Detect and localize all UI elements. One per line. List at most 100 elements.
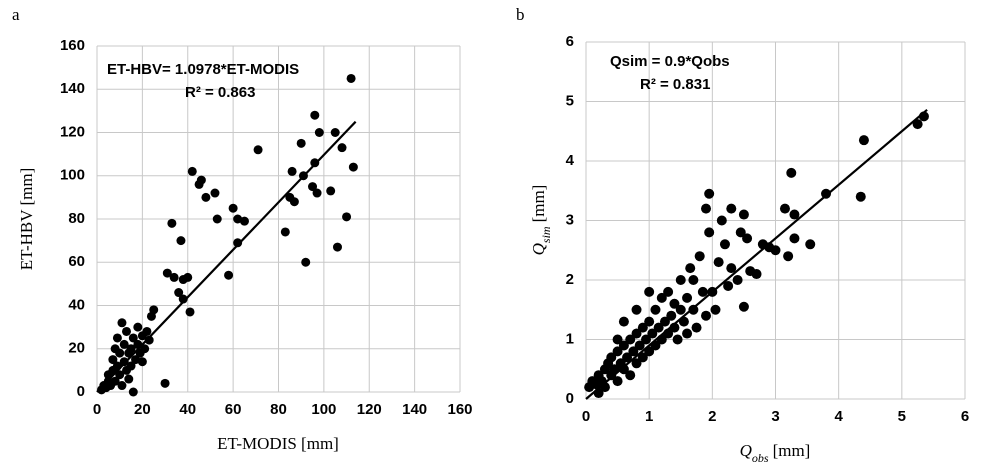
x-tick-label: 120	[357, 401, 382, 418]
point	[187, 166, 197, 176]
point	[308, 182, 318, 192]
x-tick-label: 20	[134, 401, 151, 418]
point	[710, 304, 721, 315]
point	[110, 376, 120, 386]
point	[719, 239, 730, 250]
point	[253, 145, 263, 155]
point	[233, 214, 243, 224]
y-tick-label: 120	[60, 123, 85, 140]
point	[162, 268, 172, 278]
point	[606, 352, 617, 363]
x-tick-label: 4	[834, 408, 843, 425]
point	[612, 346, 623, 357]
point	[169, 272, 179, 282]
point	[348, 162, 358, 172]
point	[738, 209, 749, 220]
point	[716, 215, 727, 226]
point	[201, 192, 211, 202]
y-tick-label: 160	[60, 37, 85, 54]
x-tick-label: 6	[961, 408, 969, 425]
point	[115, 348, 125, 358]
axis-unit: [mm]	[773, 441, 811, 460]
y-tick-label: 140	[60, 80, 85, 97]
point	[128, 333, 138, 343]
point	[666, 310, 677, 321]
point	[634, 340, 645, 351]
point	[675, 304, 686, 315]
point	[726, 203, 737, 214]
point	[738, 301, 749, 312]
x-tick-label: 5	[898, 408, 906, 425]
point	[682, 292, 693, 303]
point	[751, 269, 762, 280]
point	[641, 334, 652, 345]
x-tick-label: 80	[270, 401, 287, 418]
point	[196, 175, 206, 185]
point	[342, 212, 352, 222]
point	[663, 286, 674, 297]
point	[858, 135, 869, 146]
point	[126, 344, 136, 354]
axis-symbol: Q	[529, 243, 548, 255]
y-tick-label: 60	[68, 253, 85, 270]
x-tick-label: 0	[582, 408, 590, 425]
point	[119, 339, 129, 349]
point	[726, 263, 737, 274]
point	[124, 374, 134, 384]
x-axis-label: ET-MODIS [mm]	[217, 434, 339, 453]
point	[653, 322, 664, 333]
point	[612, 334, 623, 345]
point	[618, 340, 629, 351]
point	[618, 364, 629, 375]
point	[233, 238, 243, 248]
y-tick-label: 1	[566, 330, 574, 347]
point	[723, 280, 734, 291]
point	[688, 275, 699, 285]
point	[770, 245, 781, 256]
point	[301, 257, 311, 267]
y-tick-label: 80	[68, 210, 85, 227]
point	[121, 326, 131, 336]
point	[126, 361, 136, 371]
point	[133, 322, 143, 332]
point	[312, 188, 322, 198]
panel-label: b	[516, 5, 525, 24]
point	[713, 257, 724, 268]
panel-label: a	[12, 5, 20, 24]
point	[644, 286, 655, 297]
panel: b 0 1 2 3 4 5 6 0 1 2 3 4 5 6 Qobs [mm] Qsim [mm] Qsim = 0.…	[516, 5, 969, 462]
point	[119, 357, 129, 367]
point	[631, 304, 642, 315]
point	[701, 310, 712, 321]
point	[628, 346, 639, 357]
x-tick-label: 1	[645, 408, 653, 425]
point	[228, 203, 238, 213]
axis-unit: [mm]	[529, 185, 548, 223]
annotation: R² = 0.863	[185, 84, 255, 101]
y-tick-label: 0	[77, 383, 85, 400]
point	[783, 251, 794, 262]
y-tick-label: 5	[566, 92, 574, 109]
point	[789, 209, 800, 220]
point	[694, 251, 705, 262]
point	[675, 275, 686, 285]
point	[176, 236, 186, 246]
point	[697, 286, 708, 297]
point	[669, 298, 680, 309]
point	[625, 370, 636, 381]
point	[185, 307, 195, 317]
point	[647, 328, 658, 339]
y-axis-label: Qsim [mm]	[529, 185, 553, 256]
point	[659, 316, 670, 327]
x-tick-label: 0	[93, 401, 101, 418]
point	[779, 203, 790, 214]
point	[732, 275, 743, 285]
point	[786, 167, 797, 178]
point	[622, 352, 633, 363]
x-tick-label: 160	[447, 401, 472, 418]
point	[701, 203, 712, 214]
y-tick-label: 20	[68, 340, 85, 357]
y-tick-label: 100	[60, 167, 85, 184]
point	[685, 263, 696, 274]
point	[656, 292, 667, 303]
